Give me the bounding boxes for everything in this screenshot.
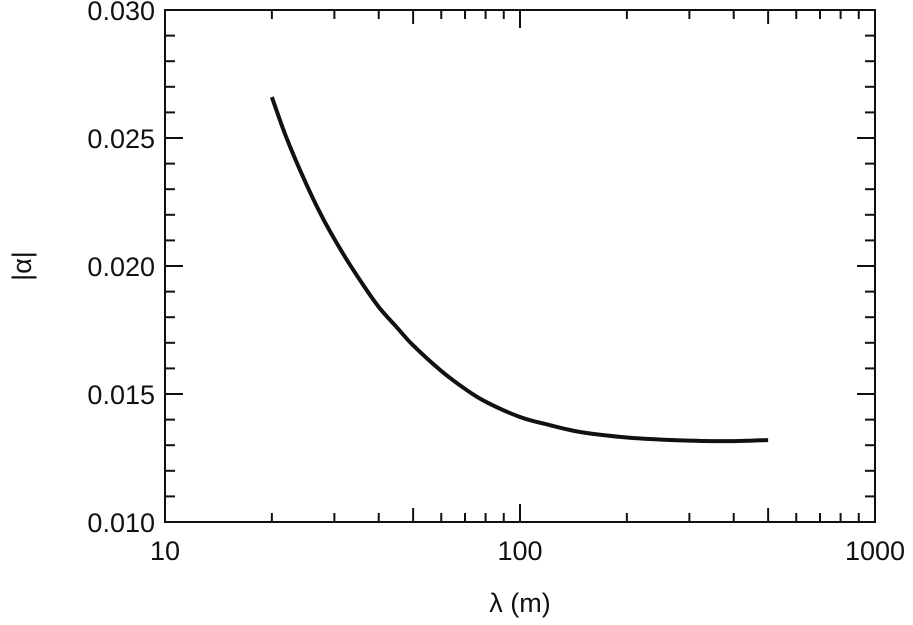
x-axis-ticks — [164, 10, 876, 522]
alpha-curve-line — [269, 96, 769, 444]
y-tick-label: 0.030 — [87, 0, 155, 26]
x-tick-label: 1000 — [845, 536, 905, 566]
y-tick-label: 0.015 — [87, 380, 155, 410]
y-tick-label: 0.025 — [87, 124, 155, 154]
x-tick-labels: 10 100 1000 — [150, 536, 905, 566]
x-tick-label: 10 — [150, 536, 180, 566]
y-tick-label: 0.010 — [87, 508, 155, 538]
y-axis-label: |α| — [7, 251, 37, 281]
x-axis-label: λ (m) — [489, 588, 550, 618]
y-axis-ticks — [165, 9, 875, 523]
y-tick-label: 0.020 — [87, 252, 155, 282]
x-tick-label: 100 — [497, 536, 542, 566]
y-tick-labels: 0.010 0.015 0.020 0.025 0.030 — [87, 0, 155, 538]
plot-frame — [164, 9, 876, 523]
